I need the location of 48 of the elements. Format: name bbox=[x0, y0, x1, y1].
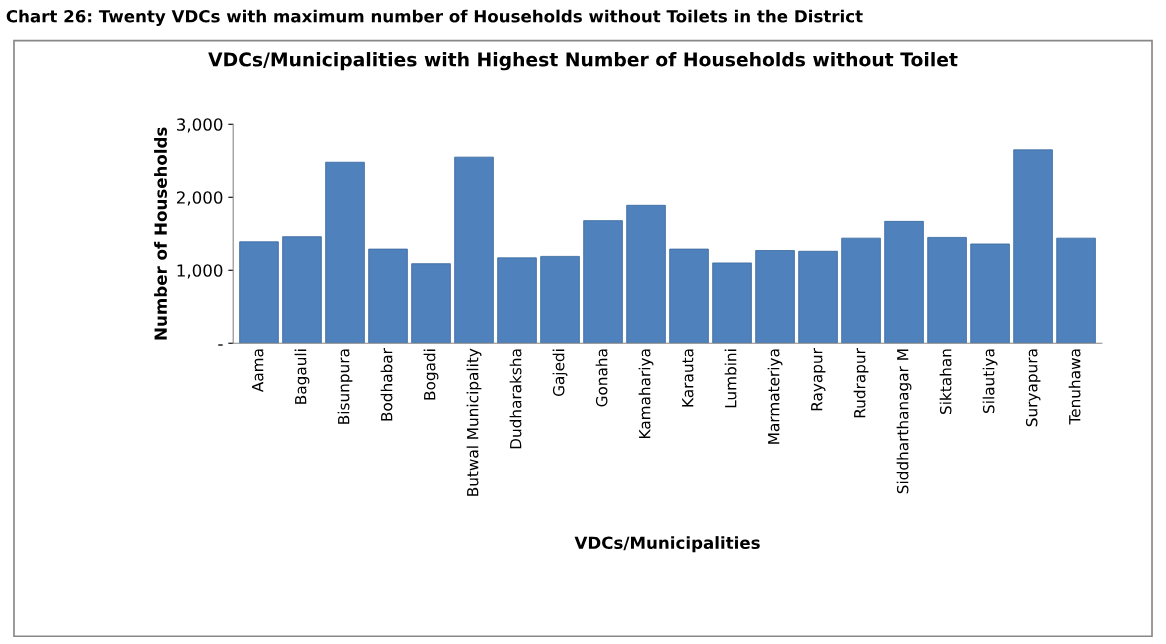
x-tick-label: Siddharthanagar M bbox=[896, 349, 912, 494]
y-axis-title: Number of Households bbox=[154, 127, 167, 340]
chart-title: VDCs/Municipalities with Highest Number of Households without Toilet bbox=[208, 52, 958, 71]
x-tick-label: Bagauli bbox=[294, 349, 310, 404]
x-tick-label: Dudharaksha bbox=[509, 349, 522, 449]
x-tick-label: Silautiya bbox=[982, 349, 998, 413]
y-tick-label: 2,000 bbox=[176, 191, 223, 206]
bar bbox=[411, 263, 451, 344]
y-tick-label: - bbox=[218, 344, 223, 346]
x-tick-label: Gonaha bbox=[595, 349, 608, 407]
x-tick-label: Bodhabar bbox=[380, 348, 393, 421]
bar bbox=[669, 248, 709, 344]
x-tick-label: Suryapura bbox=[1025, 349, 1041, 427]
bar bbox=[282, 236, 322, 344]
x-tick-label: Lumbini bbox=[724, 349, 737, 408]
bar bbox=[970, 243, 1010, 344]
bar bbox=[1056, 237, 1096, 344]
x-tick-label: Siktahan bbox=[939, 349, 952, 414]
x-tick-label: Karauta bbox=[682, 349, 694, 407]
bar bbox=[325, 161, 365, 344]
x-tick-label: Bogadi bbox=[423, 349, 439, 400]
x-tick-label: Rudrapur bbox=[853, 348, 869, 418]
bar bbox=[497, 257, 537, 344]
x-axis-title: VDCs/Municipalities bbox=[574, 536, 760, 553]
bar bbox=[884, 220, 924, 344]
bar bbox=[540, 255, 580, 344]
bar bbox=[755, 250, 795, 344]
x-tick-label: Aama bbox=[252, 349, 264, 393]
bar bbox=[927, 237, 967, 344]
bar bbox=[841, 237, 881, 344]
bar bbox=[583, 220, 623, 344]
bar bbox=[626, 204, 666, 344]
bar bbox=[712, 262, 752, 344]
bar bbox=[798, 250, 838, 344]
bar bbox=[368, 248, 408, 344]
x-tick-label: Rayapur bbox=[811, 348, 826, 411]
x-tick-label: Tenuhawa bbox=[1068, 349, 1081, 425]
x-tick-label: Marmateriya bbox=[767, 349, 783, 444]
y-tick-label: 3,000 bbox=[177, 118, 223, 133]
bar bbox=[1013, 149, 1053, 344]
caption: Chart 26: Twenty VDCs with maximum number of Households without Toilets in the District bbox=[6, 9, 863, 26]
x-tick-label: Bisunpura bbox=[337, 349, 353, 424]
y-tick-label: 1,000 bbox=[177, 264, 223, 279]
bar bbox=[454, 156, 494, 344]
x-tick-label: Butwal Municipality bbox=[466, 348, 482, 496]
x-tick-label: Gajedi bbox=[552, 349, 568, 397]
x-tick-label: Kamahariya bbox=[638, 349, 654, 438]
bar bbox=[239, 241, 279, 344]
